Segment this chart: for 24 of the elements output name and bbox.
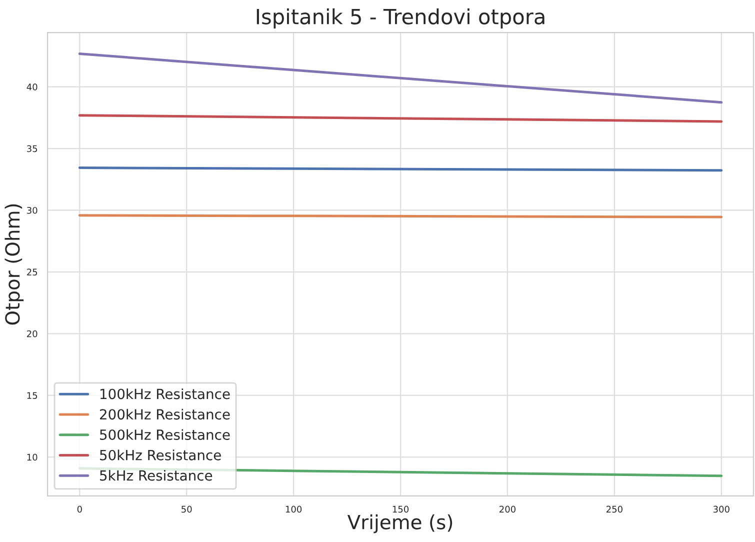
legend-label: 100kHz Resistance <box>100 388 230 400</box>
legend-label: 200kHz Resistance <box>100 408 230 420</box>
legend-label: 500kHz Resistance <box>100 429 230 440</box>
line-series <box>78 114 723 123</box>
y-tick-label: 35 <box>27 145 38 152</box>
x-tick-label: 50 <box>182 506 192 513</box>
y-tick-label: 10 <box>27 454 38 461</box>
x-tick-label: 300 <box>713 506 730 513</box>
y-tick-label: 40 <box>26 84 38 90</box>
y-tick-label: 30 <box>27 206 38 214</box>
chart-title: Ispitanik 5 - Trendovi otpora <box>256 8 544 29</box>
x-tick-label: 200 <box>500 506 516 513</box>
y-axis-title: Otpor (Ohm) <box>4 204 24 325</box>
x-tick-label: 0 <box>77 506 82 513</box>
legend-label: 50kHz Resistance <box>100 450 221 460</box>
x-tick-label: 250 <box>606 506 622 513</box>
x-tick-label: 150 <box>392 506 409 513</box>
x-tick-label: 100 <box>286 506 302 513</box>
legend-label: 5kHz Resistance <box>100 470 212 481</box>
y-tick-label: 15 <box>27 392 38 399</box>
y-tick-label: 25 <box>27 268 38 276</box>
x-axis-title: Vrijeme (s) <box>347 514 452 534</box>
line-series <box>78 52 723 104</box>
y-tick-label: 20 <box>27 330 38 338</box>
